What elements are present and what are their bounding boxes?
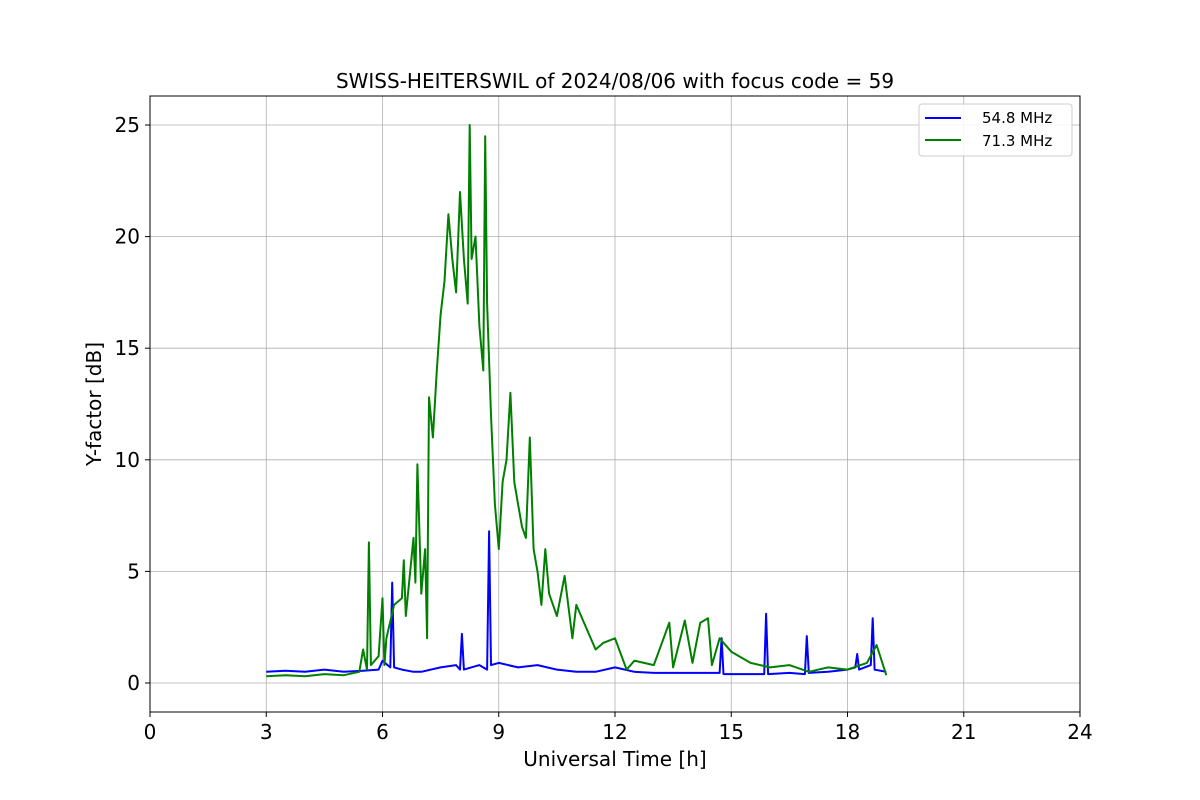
x-tick-label: 24 (1067, 720, 1092, 744)
x-tick-label: 6 (376, 720, 389, 744)
series-line-1 (266, 124, 888, 678)
x-axis-ticks: 0 3 6 9 12 15 18 21 24 (144, 712, 1093, 744)
x-tick-label: 0 (144, 720, 157, 744)
x-tick-label: 21 (951, 720, 976, 744)
y-tick-label: 25 (115, 113, 140, 137)
y-tick-label: 20 (115, 225, 140, 249)
series-layer (266, 124, 888, 678)
x-axis-label: Universal Time [h] (523, 747, 706, 771)
y-tick-label: 10 (115, 448, 140, 472)
x-tick-label: 3 (260, 720, 273, 744)
series-line-0 (266, 530, 887, 676)
x-tick-label: 18 (835, 720, 860, 744)
y-tick-label: 15 (115, 336, 140, 360)
chart-title: SWISS-HEITERSWIL of 2024/08/06 with focu… (336, 69, 894, 93)
legend-label-71-3-mhz: 71.3 MHz (982, 132, 1052, 150)
x-tick-label: 15 (719, 720, 744, 744)
x-tick-label: 12 (602, 720, 627, 744)
y-axis-ticks: 0 5 10 15 20 25 (115, 113, 150, 695)
legend: 54.8 MHz 71.3 MHz (918, 103, 1073, 157)
y-tick-label: 0 (127, 671, 140, 695)
y-tick-label: 5 (127, 559, 140, 583)
x-tick-label: 9 (492, 720, 505, 744)
legend-label-54-8-mhz: 54.8 MHz (982, 109, 1052, 127)
y-axis-label: Y-factor [dB] (82, 342, 106, 467)
